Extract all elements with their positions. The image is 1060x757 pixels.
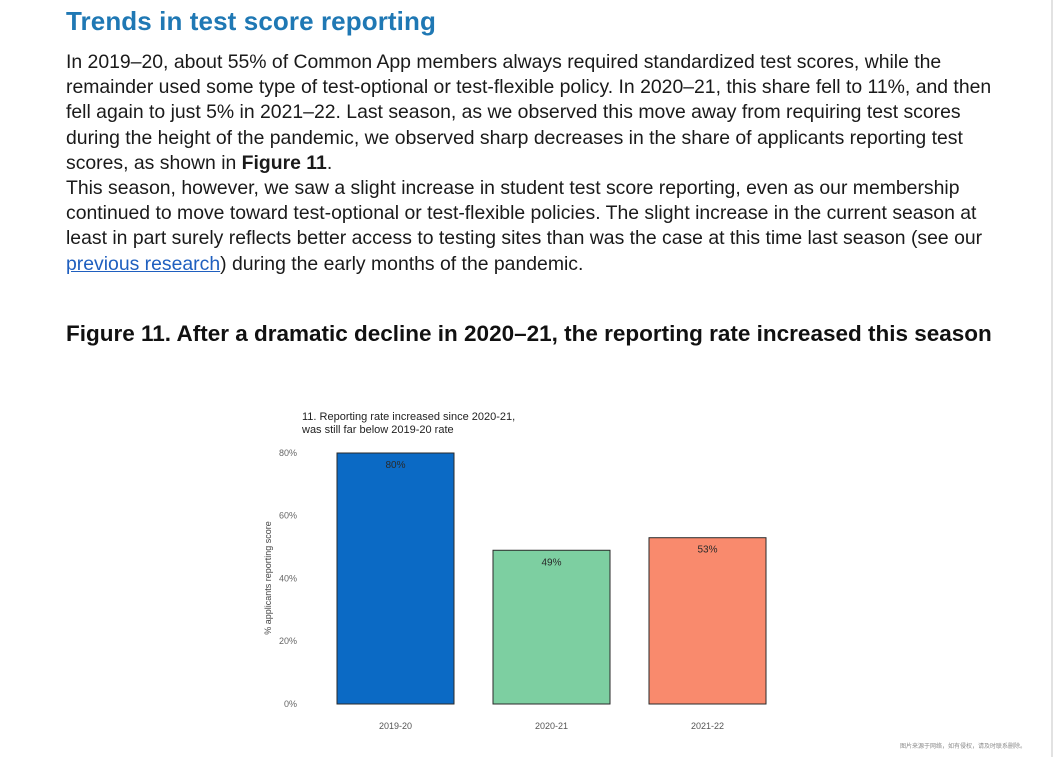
section-title: Trends in test score reporting [66, 6, 436, 36]
paragraph-1-end: . [326, 151, 333, 174]
x-tick-label: 2019-20 [379, 721, 412, 731]
paragraph-2: This season, however, we saw a slight in… [66, 176, 1006, 277]
figure-heading: Figure 11. After a dramatic decline in 2… [66, 321, 992, 346]
paragraph-1: In 2019–20, about 55% of Common App memb… [66, 50, 1006, 176]
data-label: 49% [541, 557, 561, 568]
watermark-text: 图片来源于网络，如有侵权，请及时联系删除。 [900, 744, 1027, 750]
y-tick-label: 80% [279, 448, 297, 458]
figure-reference: Figure 11 [241, 151, 327, 174]
bar [648, 537, 767, 705]
y-tick-label: 60% [279, 511, 297, 521]
bar [492, 549, 611, 705]
y-tick-label: 0% [284, 699, 297, 709]
bar [336, 452, 455, 705]
paragraph-2-text: This season, however, we saw a slight in… [66, 177, 983, 250]
data-label: 53% [697, 545, 717, 556]
y-tick-label: 20% [279, 636, 297, 646]
previous-research-link[interactable]: previous research [66, 252, 221, 275]
paragraph-2-end: ) during the early months of the pandemi… [220, 252, 584, 275]
chart-title-line: was still far below 2019-20 rate [301, 424, 454, 436]
x-tick-label: 2020-21 [535, 721, 568, 731]
body-text: In 2019–20, about 55% of Common App memb… [66, 50, 1006, 277]
x-tick-label: 2021-22 [691, 721, 724, 731]
y-tick-label: 40% [279, 573, 297, 583]
data-label: 80% [385, 460, 405, 471]
paragraph-1-text: In 2019–20, about 55% of Common App memb… [66, 51, 992, 174]
page-edge-divider [1051, 0, 1053, 757]
y-axis-label: % applicants reporting score [263, 521, 273, 635]
chart-title-line: 11. Reporting rate increased since 2020-… [302, 411, 515, 423]
